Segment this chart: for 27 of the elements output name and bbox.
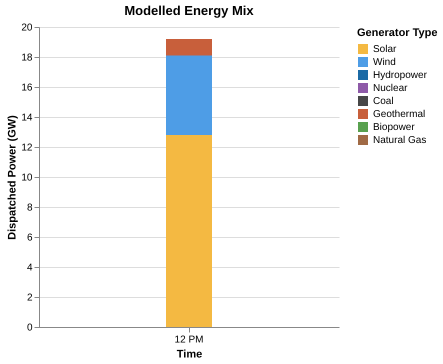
y-tick-label: 8 [26,202,33,214]
legend-label: Geothermal [373,109,426,120]
y-tick-label: 16 [21,82,33,94]
y-tick-label: 20 [21,22,33,34]
legend-label: Nuclear [373,83,408,94]
y-tick-label: 12 [21,142,33,154]
x-axis-title: Time [176,348,202,360]
y-tick-label: 0 [26,322,33,334]
legend-label: Solar [373,44,398,55]
y-tick-label: 18 [21,52,33,64]
legend-label: Biopower [373,122,416,133]
bar [166,39,212,56]
y-tick-label: 2 [26,292,33,304]
legend-label: Coal [373,96,394,107]
y-tick-label: 6 [26,232,33,244]
y-tick-label: 14 [21,112,33,124]
x-tick-label: 12 PM [174,334,204,346]
legend-label: Natural Gas [373,135,426,146]
legend-label: Wind [373,57,396,68]
y-tick-label: 10 [21,172,33,184]
bar [166,56,212,135]
bar [166,135,212,327]
y-axis-title: Dispatched Power (GW) [6,114,18,240]
legend-label: Hydropower [373,70,428,81]
chart-title: Modelled Energy Mix [124,3,254,18]
y-tick-label: 4 [26,262,33,274]
legend-title: Generator Type [357,27,438,39]
